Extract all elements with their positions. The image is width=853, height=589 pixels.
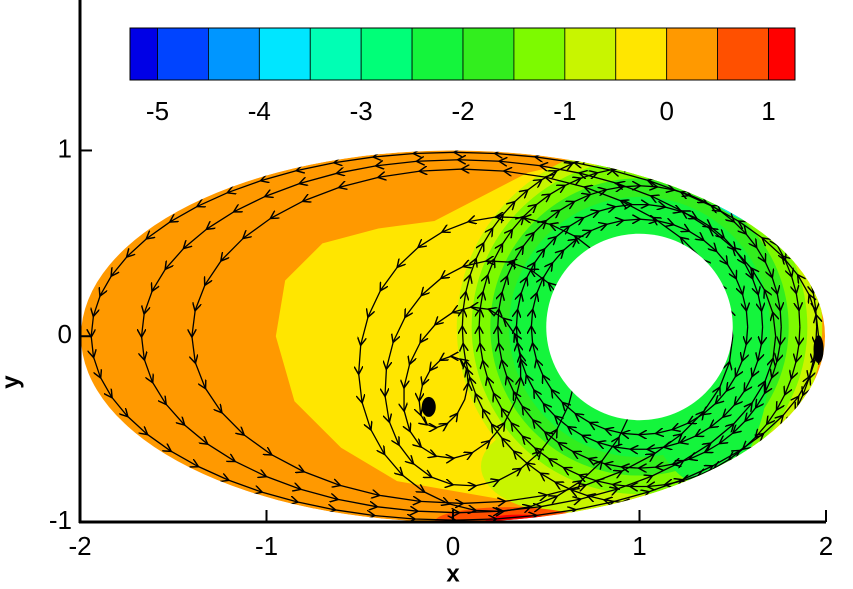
x-tick-label: 1: [632, 531, 646, 561]
colorbar-tick-label: -5: [146, 96, 169, 126]
contour-region: [698, 480, 730, 497]
colorbar-bin: [462, 27, 515, 81]
colorbar-bin: [513, 27, 566, 81]
y-tick-label: -1: [49, 505, 72, 535]
y-tick-label: 0: [58, 319, 72, 349]
colorbar-bin: [360, 27, 413, 81]
colorbar-bin: [309, 27, 362, 81]
colorbar-bin: [208, 27, 260, 81]
x-tick-label: 2: [819, 531, 833, 561]
hole: [546, 233, 733, 421]
colorbar-frame: [129, 27, 796, 81]
colorbar-bin: [717, 27, 769, 81]
x-tick-label: -1: [255, 531, 278, 561]
vortex-core: [421, 396, 436, 417]
colorbar-bin: [258, 27, 311, 81]
colorbar-bin: [666, 27, 719, 81]
x-axis-label: x: [446, 560, 460, 587]
x-tick-label: 0: [446, 531, 460, 561]
colorbar-tick-label: -2: [451, 96, 474, 126]
colorbar-tick-label: -1: [553, 96, 576, 126]
colorbar-tick-label: 1: [761, 96, 775, 126]
colorbar-bin: [411, 27, 464, 81]
y-axis-label: y: [0, 375, 24, 389]
colorbar-bin: [768, 27, 796, 81]
y-tick-label: 1: [58, 133, 72, 163]
colorbar-bin: [129, 27, 158, 81]
colorbar-bin: [615, 27, 668, 81]
colorbar-tick-label: -3: [350, 96, 373, 126]
colorbar-bin: [564, 27, 617, 81]
colorbar-bin: [157, 27, 209, 81]
vortex-core: [813, 335, 824, 364]
colorbar-tick-label: -4: [248, 96, 271, 126]
x-tick-label: -2: [68, 531, 91, 561]
colorbar-tick-label: 0: [659, 96, 673, 126]
